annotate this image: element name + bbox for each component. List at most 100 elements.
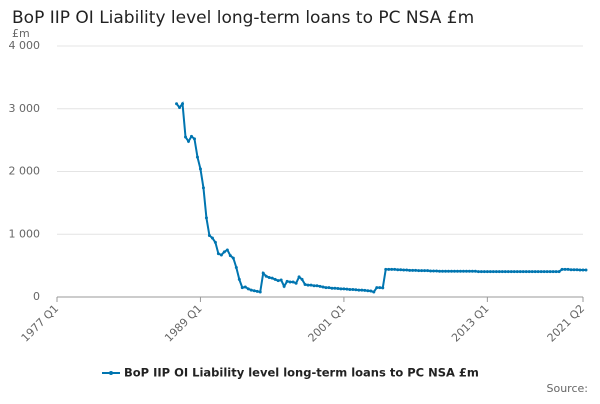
point [461,269,465,273]
point [515,270,519,274]
point [438,269,442,273]
point [420,269,424,273]
point [494,270,498,274]
point [189,134,193,138]
point [566,267,570,271]
point [201,186,205,190]
point [506,270,510,274]
point [184,135,188,139]
point [530,270,534,274]
point [303,282,307,286]
point [512,270,516,274]
point [348,287,352,291]
point [396,268,400,272]
point [584,268,588,272]
point [210,236,214,240]
point [369,289,373,293]
point [384,267,388,271]
y-tick-label: 2 000 [9,165,41,178]
point [309,283,313,287]
point [315,284,319,288]
point [294,281,298,285]
point [473,269,477,273]
point [554,270,558,274]
point [560,267,564,271]
point [195,155,199,159]
point [207,234,211,238]
point [536,270,540,274]
point [542,270,546,274]
point [231,256,235,260]
point [455,269,459,273]
point [450,269,453,273]
point [426,269,430,273]
point [524,270,528,274]
point [324,286,328,290]
point [518,270,522,274]
point [276,279,280,283]
point [237,277,241,281]
point [429,269,433,273]
point [533,270,537,274]
point [485,270,489,274]
point [548,270,552,274]
point [569,268,573,272]
point [458,269,462,273]
point [252,289,256,293]
point [267,276,271,280]
point [234,266,238,270]
point [357,288,361,292]
point [405,268,409,272]
point [366,289,370,293]
point [255,289,259,293]
point [312,284,316,288]
point [228,254,232,258]
point [464,269,468,273]
point [181,102,185,106]
legend-label: BoP IIP OI Liability level long-term loa… [124,366,479,380]
point [175,102,179,106]
point [360,288,364,292]
point [491,270,495,274]
point [258,290,262,294]
point [192,137,196,141]
point [282,284,286,288]
series-line [175,101,586,294]
point [225,248,229,252]
point [414,268,418,272]
point [300,277,304,281]
point [291,280,295,284]
point [261,271,265,275]
point [327,286,331,290]
point [390,267,394,271]
source: Source: [547,382,589,395]
point [372,290,376,294]
point [279,278,283,282]
point [452,269,456,273]
point [321,285,325,289]
point [330,286,334,290]
point [539,270,543,274]
x-tick-label: 2021 Q2 [545,302,588,345]
point [417,269,421,273]
x-tick-label: 1989 Q1 [162,302,205,345]
y-tick-label: 3 000 [9,102,41,115]
point [240,286,244,290]
point [204,216,208,220]
point [399,268,403,272]
point [270,276,274,280]
point [345,287,349,291]
point [342,287,346,291]
point [527,270,531,274]
chart-title: BoP IIP OI Liability level long-term loa… [12,8,474,28]
point [288,280,292,284]
point [557,270,561,274]
point [246,287,250,291]
point [264,274,268,278]
point [393,267,397,271]
point [297,275,301,279]
y-tick-label: 0 [33,290,40,303]
x-tick-label: 2013 Q1 [449,302,492,345]
point [333,286,337,290]
